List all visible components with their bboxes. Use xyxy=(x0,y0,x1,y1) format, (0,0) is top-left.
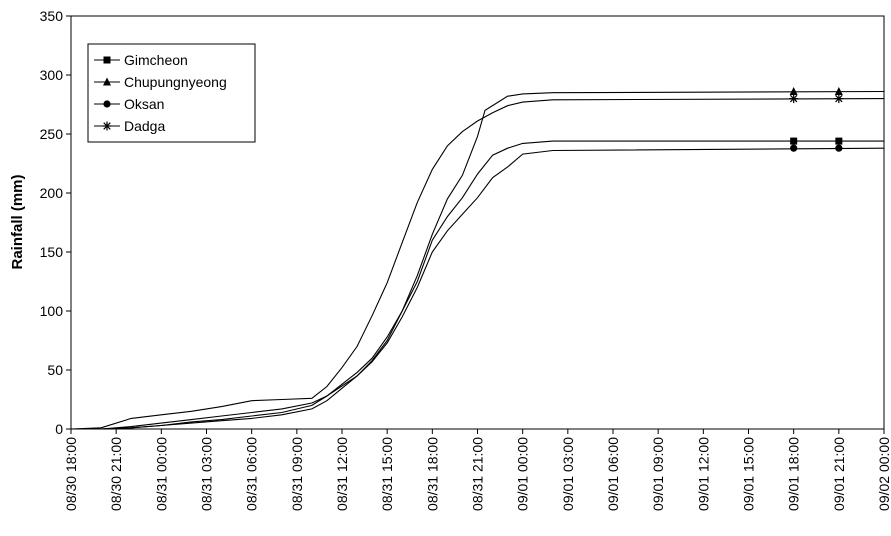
y-tick-label: 350 xyxy=(40,8,64,24)
series-line-oksan xyxy=(71,147,885,430)
x-tick-label: 09/01 00:00 xyxy=(515,437,531,511)
data-point-chupungnyeong xyxy=(834,87,843,96)
series-line-chupungnyeong xyxy=(71,90,885,430)
legend: Gimcheon Chupungnyeong Oksan Dadga xyxy=(87,43,256,143)
x-tick-label: 08/31 09:00 xyxy=(289,437,305,511)
x-tick-label: 08/31 15:00 xyxy=(379,437,395,511)
legend-marker-oksan xyxy=(103,100,111,108)
y-tick-label: 50 xyxy=(47,362,63,378)
data-point-dadga xyxy=(834,94,844,104)
y-axis-label: Rainfall (mm) xyxy=(9,174,26,269)
y-tick-label: 100 xyxy=(40,303,64,319)
x-tick-label: 08/31 00:00 xyxy=(153,437,169,511)
legend-label-oksan: Oksan xyxy=(124,96,164,112)
y-tick-label: 300 xyxy=(40,67,64,83)
x-tick-label: 08/31 12:00 xyxy=(334,437,350,511)
data-point-oksan xyxy=(790,144,798,152)
data-point-oksan xyxy=(835,144,843,152)
legend-label-gimcheon: Gimcheon xyxy=(124,52,188,68)
x-tick-label: 09/01 12:00 xyxy=(695,437,711,511)
y-tick-label: 250 xyxy=(40,126,64,142)
x-tick-label: 09/01 03:00 xyxy=(560,437,576,511)
x-tick-label: 09/01 21:00 xyxy=(831,437,847,511)
x-axis: 08/30 18:00 08/30 21:00 08/31 00:00 08/31 0… xyxy=(63,429,891,511)
y-axis: 0 50 100 150 200 250 300 350 xyxy=(40,8,71,437)
legend-marker-chupungnyeong xyxy=(103,77,111,86)
legend-marker-dadga xyxy=(102,121,112,131)
x-tick-label: 09/01 09:00 xyxy=(650,437,666,511)
legend-marker-gimcheon xyxy=(103,56,111,64)
legend-label-dadga: Dadga xyxy=(124,118,165,134)
data-point-gimcheon xyxy=(790,137,798,145)
x-tick-label: 08/31 21:00 xyxy=(470,437,486,511)
series-line-gimcheon xyxy=(71,140,884,430)
data-point-chupungnyeong xyxy=(789,87,798,96)
x-tick-label: 08/31 06:00 xyxy=(244,437,260,511)
series-line-dadga xyxy=(70,98,885,430)
x-tick-label: 08/31 03:00 xyxy=(199,437,215,511)
x-tick-label: 08/30 18:00 xyxy=(63,437,79,511)
data-point-gimcheon xyxy=(835,137,843,145)
legend-label-chupungnyeong: Chupungnyeong xyxy=(124,74,227,90)
series-layer xyxy=(70,87,885,430)
y-tick-label: 150 xyxy=(40,244,64,260)
x-tick-label: 09/01 15:00 xyxy=(741,437,757,511)
x-tick-label: 09/02 00:00 xyxy=(876,437,891,511)
y-tick-label: 0 xyxy=(55,421,63,437)
x-tick-label: 08/30 21:00 xyxy=(108,437,124,511)
data-point-dadga xyxy=(789,94,799,104)
y-tick-label: 200 xyxy=(40,185,64,201)
x-tick-label: 09/01 18:00 xyxy=(786,437,802,511)
x-tick-label: 08/31 18:00 xyxy=(424,437,440,511)
x-tick-label: 09/01 06:00 xyxy=(605,437,621,511)
